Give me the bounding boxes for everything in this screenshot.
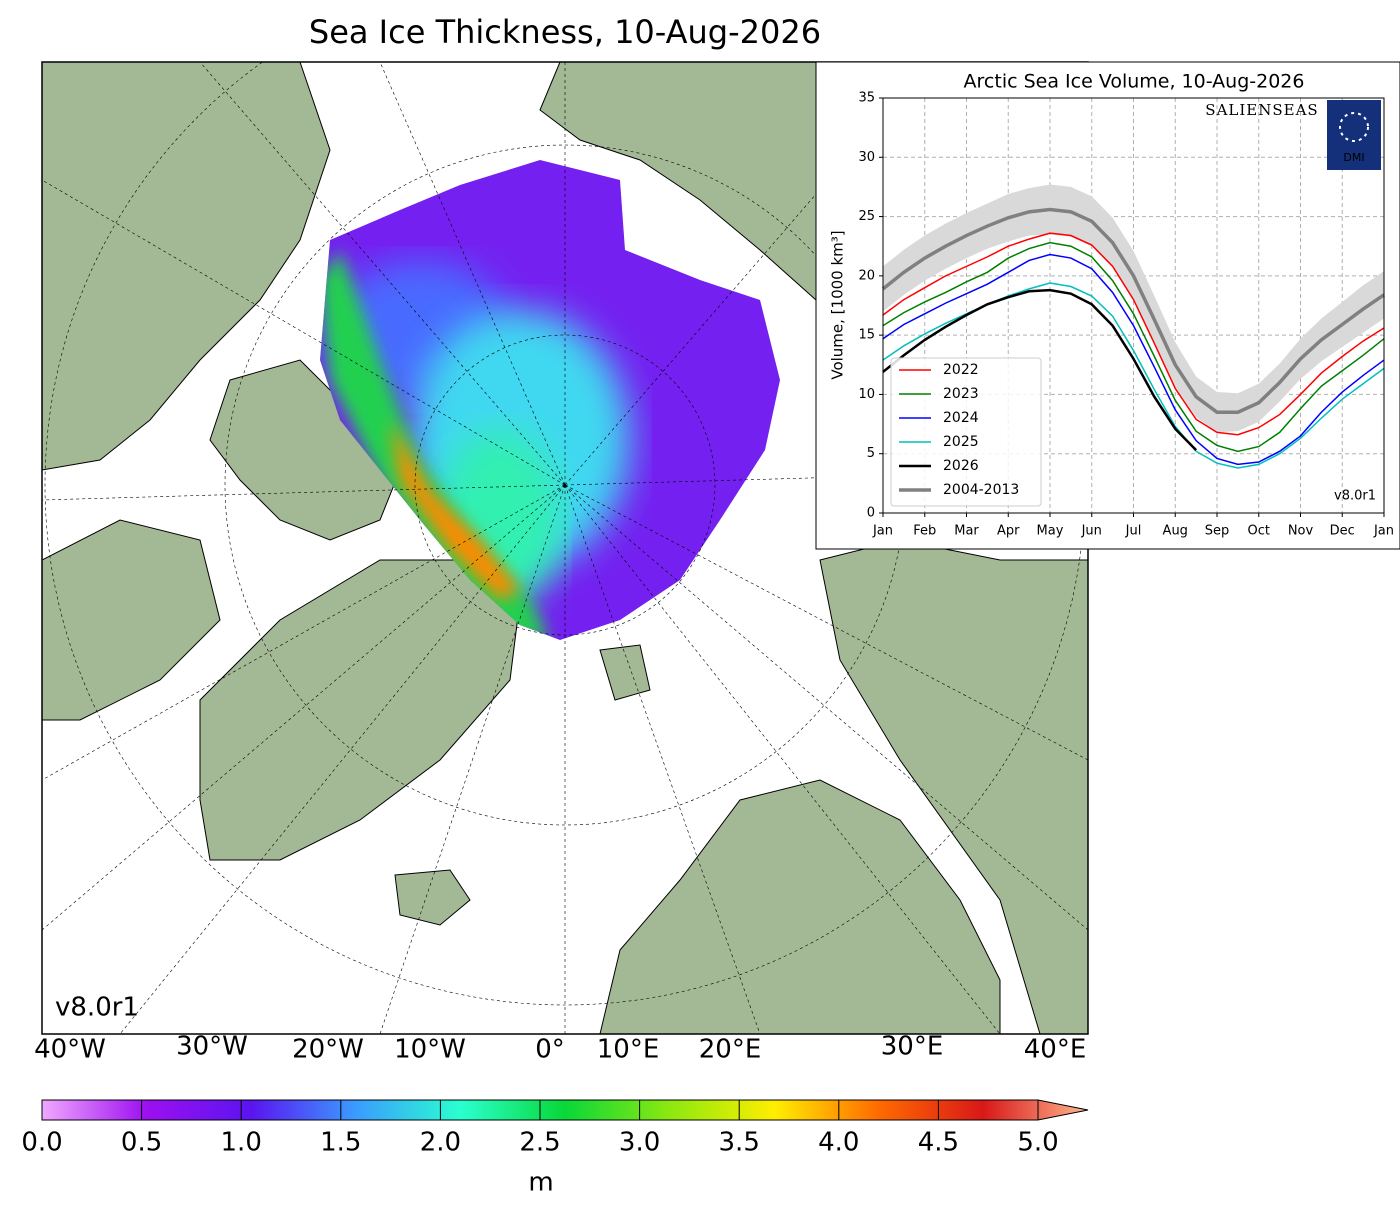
lon-label: 30°E bbox=[881, 1032, 944, 1062]
x-tick-label: Feb bbox=[913, 524, 936, 539]
lon-label: 20°E bbox=[699, 1035, 762, 1065]
x-tick-label: Nov bbox=[1288, 524, 1314, 539]
x-tick-label: Apr bbox=[997, 524, 1020, 539]
x-tick-label: Jun bbox=[1081, 524, 1102, 539]
x-tick-label: Aug bbox=[1163, 524, 1188, 539]
series-line bbox=[882, 253, 1385, 466]
colorbar-tick-label: 4.0 bbox=[818, 1128, 859, 1158]
colorbar-tick-label: 3.5 bbox=[719, 1128, 760, 1158]
y-tick-label: 0 bbox=[867, 506, 875, 521]
x-tick-label: Jan bbox=[1373, 524, 1394, 539]
logo-dmi-crown bbox=[1339, 112, 1369, 142]
colorbar-tick-label: 0.5 bbox=[121, 1128, 162, 1158]
map-version: v8.0r1 bbox=[55, 993, 139, 1023]
land-greenland bbox=[199, 559, 521, 861]
lon-label: 40°E bbox=[1024, 1035, 1087, 1065]
map-title: Sea Ice Thickness, 10-Aug-2026 bbox=[309, 13, 821, 51]
legend-label: 2022 bbox=[943, 362, 979, 378]
y-tick-label: 35 bbox=[858, 91, 875, 106]
y-tick-label: 20 bbox=[858, 268, 875, 283]
plot-frame bbox=[882, 97, 1385, 514]
legend-label: 2025 bbox=[943, 434, 979, 450]
colorbar-unit: m bbox=[528, 1168, 553, 1198]
legend-box bbox=[890, 357, 1042, 507]
legend-label: 2024 bbox=[943, 410, 979, 426]
series-line bbox=[882, 241, 1385, 453]
land-canada bbox=[42, 62, 331, 471]
y-tick-label: 25 bbox=[858, 209, 875, 224]
colorbar-tick-label: 2.0 bbox=[420, 1128, 461, 1158]
logo-salienseas: SALIENSEAS bbox=[1205, 101, 1318, 119]
logo-dmi: DMI bbox=[1343, 151, 1364, 164]
legend-label: 2023 bbox=[943, 386, 979, 402]
y-tick-label: 5 bbox=[867, 446, 875, 461]
land-svalbard bbox=[599, 644, 651, 701]
x-tick-label: May bbox=[1037, 524, 1064, 539]
series-line bbox=[881, 207, 1385, 414]
lon-label: 40°W bbox=[34, 1035, 106, 1065]
y-tick-label: 10 bbox=[858, 387, 875, 402]
lon-label: 20°W bbox=[292, 1035, 364, 1065]
x-tick-label: Sep bbox=[1205, 524, 1230, 539]
lon-label: 10°E bbox=[597, 1035, 660, 1065]
colorbar-tick-label: 5.0 bbox=[1017, 1128, 1058, 1158]
legend-label: 2004-2013 bbox=[943, 482, 1019, 498]
lon-label: 30°W bbox=[176, 1032, 248, 1062]
logo-dmi-box bbox=[1327, 100, 1381, 170]
y-axis-label: Volume, [1000 km³] bbox=[829, 230, 847, 379]
x-tick-label: Mar bbox=[954, 524, 979, 539]
land-baffin bbox=[42, 519, 221, 721]
colorbar-tick-label: 0.0 bbox=[21, 1128, 62, 1158]
colorbar-tick-label: 3.0 bbox=[619, 1128, 660, 1158]
series-line bbox=[882, 288, 1198, 452]
land-russia bbox=[819, 539, 1088, 1034]
lon-label: 0° bbox=[535, 1035, 565, 1065]
x-tick-label: Oct bbox=[1248, 524, 1270, 539]
x-tick-label: Jul bbox=[1125, 524, 1142, 539]
colorbar-tick-label: 1.5 bbox=[320, 1128, 361, 1158]
colorbar-tick-label: 2.5 bbox=[519, 1128, 560, 1158]
y-tick-label: 30 bbox=[858, 150, 875, 165]
chart-title: Arctic Sea Ice Volume, 10-Aug-2026 bbox=[964, 71, 1305, 93]
lon-label: 10°W bbox=[394, 1035, 466, 1065]
y-tick-label: 15 bbox=[858, 328, 875, 343]
land-scandinavia bbox=[599, 779, 1001, 1034]
inset-chart: Arctic Sea Ice Volume, 10-Aug-2026 Volum… bbox=[815, 61, 1400, 550]
chart-version: v8.0r1 bbox=[1334, 489, 1376, 504]
series-line bbox=[882, 232, 1385, 436]
longitude-labels: 40°W 30°W 20°W 10°W 0° 10°E 20°E 30°E 40°E bbox=[34, 1032, 1086, 1065]
colorbar-tick-label: 1.0 bbox=[221, 1128, 262, 1158]
land-iceland bbox=[394, 869, 471, 926]
colorbar: 0.0 0.5 1.0 1.5 2.0 2.5 3.0 3.5 4.0 4.5 5.0 bbox=[21, 1099, 1089, 1158]
colorbar-tick-label: 4.5 bbox=[918, 1128, 959, 1158]
legend-label: 2026 bbox=[943, 458, 979, 474]
land-arctic-islands bbox=[209, 359, 401, 541]
x-tick-label: Jan bbox=[872, 524, 893, 539]
x-tick-label: Dec bbox=[1330, 524, 1355, 539]
